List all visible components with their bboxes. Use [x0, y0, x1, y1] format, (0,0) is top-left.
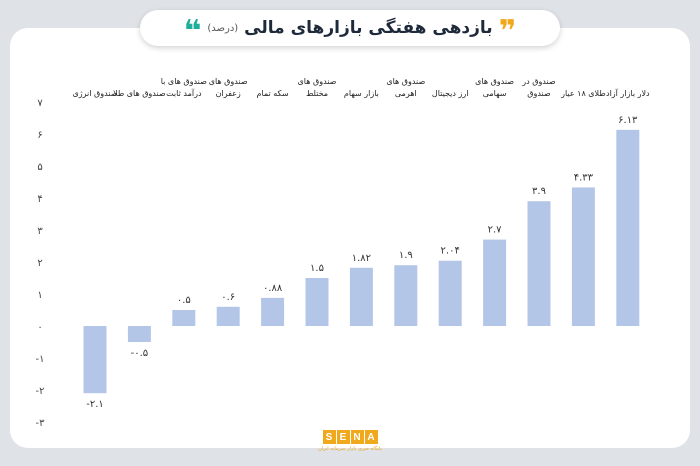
title-bar: ❞ بازدهی هفتگی بازارهای مالی (درصد) ❝	[140, 10, 560, 49]
category-label: طلای ۱۸ عیار	[560, 89, 606, 98]
y-tick-label: ۱	[37, 290, 42, 301]
bar	[438, 260, 462, 326]
category-label: صندوق های	[298, 77, 337, 86]
data-label: -۰.۵	[131, 348, 149, 359]
bar	[127, 326, 151, 342]
data-label: ۲.۰۴	[441, 246, 460, 257]
y-tick-label: ۲	[37, 258, 42, 269]
chart-subtitle: (درصد)	[207, 22, 239, 34]
category-label: سکه تمام	[256, 89, 288, 98]
category-label: صندوق	[527, 89, 551, 98]
data-label: ۱.۹	[399, 250, 413, 261]
category-label: ارز دیجیتال	[432, 89, 469, 98]
y-tick-label: -۱	[36, 354, 45, 365]
y-tick-label: ۰	[37, 322, 42, 333]
data-label: ۲.۷	[488, 225, 503, 236]
y-tick-label: ۷	[37, 98, 43, 109]
quote-open-icon: ❞	[498, 14, 517, 49]
category-label: صندوق های	[386, 77, 425, 86]
category-label: درآمد ثابت	[166, 88, 202, 98]
data-label: ۰.۸۸	[263, 283, 283, 294]
y-tick-label: -۲	[36, 386, 45, 397]
chart-title: بازدهی هفتگی بازارهای مالی	[244, 18, 493, 38]
y-tick-label: ۴	[37, 194, 42, 205]
quote-close-icon: ❝	[183, 14, 202, 49]
bar	[483, 239, 507, 326]
bar	[305, 278, 329, 326]
category-label: صندوق های	[209, 77, 248, 86]
y-tick-label: -۳	[36, 418, 46, 429]
bar	[349, 267, 373, 326]
data-label: ۱.۸۲	[352, 253, 371, 264]
bar	[571, 187, 595, 326]
category-label: صندوق انرژی	[72, 89, 117, 98]
category-label: مختلط	[306, 89, 328, 98]
category-label: زعفران	[216, 89, 241, 98]
data-label: ۰.۵	[177, 295, 191, 306]
data-label: ۴.۳۳	[574, 172, 594, 183]
bar	[172, 310, 196, 326]
bar	[616, 129, 640, 326]
category-label: صندوق های طلا	[113, 89, 166, 98]
bar	[216, 306, 240, 326]
category-label: صندوق در	[521, 77, 556, 86]
logo-letter: A	[364, 430, 378, 444]
category-label: سهامی	[483, 89, 507, 98]
category-label: دلار بازار آزاد	[606, 88, 650, 98]
logo-letter: N	[350, 430, 364, 444]
data-label: ۰.۶	[221, 292, 235, 303]
data-label: ۱.۵	[310, 263, 324, 274]
bar	[83, 326, 107, 394]
logo-letter: S	[322, 430, 336, 444]
bar	[261, 297, 285, 326]
category-label: بازار سهام	[344, 89, 379, 98]
y-tick-label: ۵	[37, 162, 42, 173]
logo-letter: E	[336, 430, 350, 444]
y-tick-label: ۶	[37, 130, 42, 141]
data-label: -۲.۱	[86, 399, 104, 410]
category-label: صندوق های با	[161, 77, 207, 86]
y-tick-label: ۳	[37, 226, 43, 237]
bar	[527, 201, 551, 326]
bar	[394, 265, 418, 326]
category-label: اهرمی	[395, 89, 417, 98]
data-label: ۳.۹	[532, 186, 546, 197]
data-label: ۶.۱۳	[618, 115, 638, 126]
category-label: صندوق های	[475, 77, 514, 86]
logo-tagline: پایگاه خبری بازار سرمایه ایران	[318, 446, 382, 452]
